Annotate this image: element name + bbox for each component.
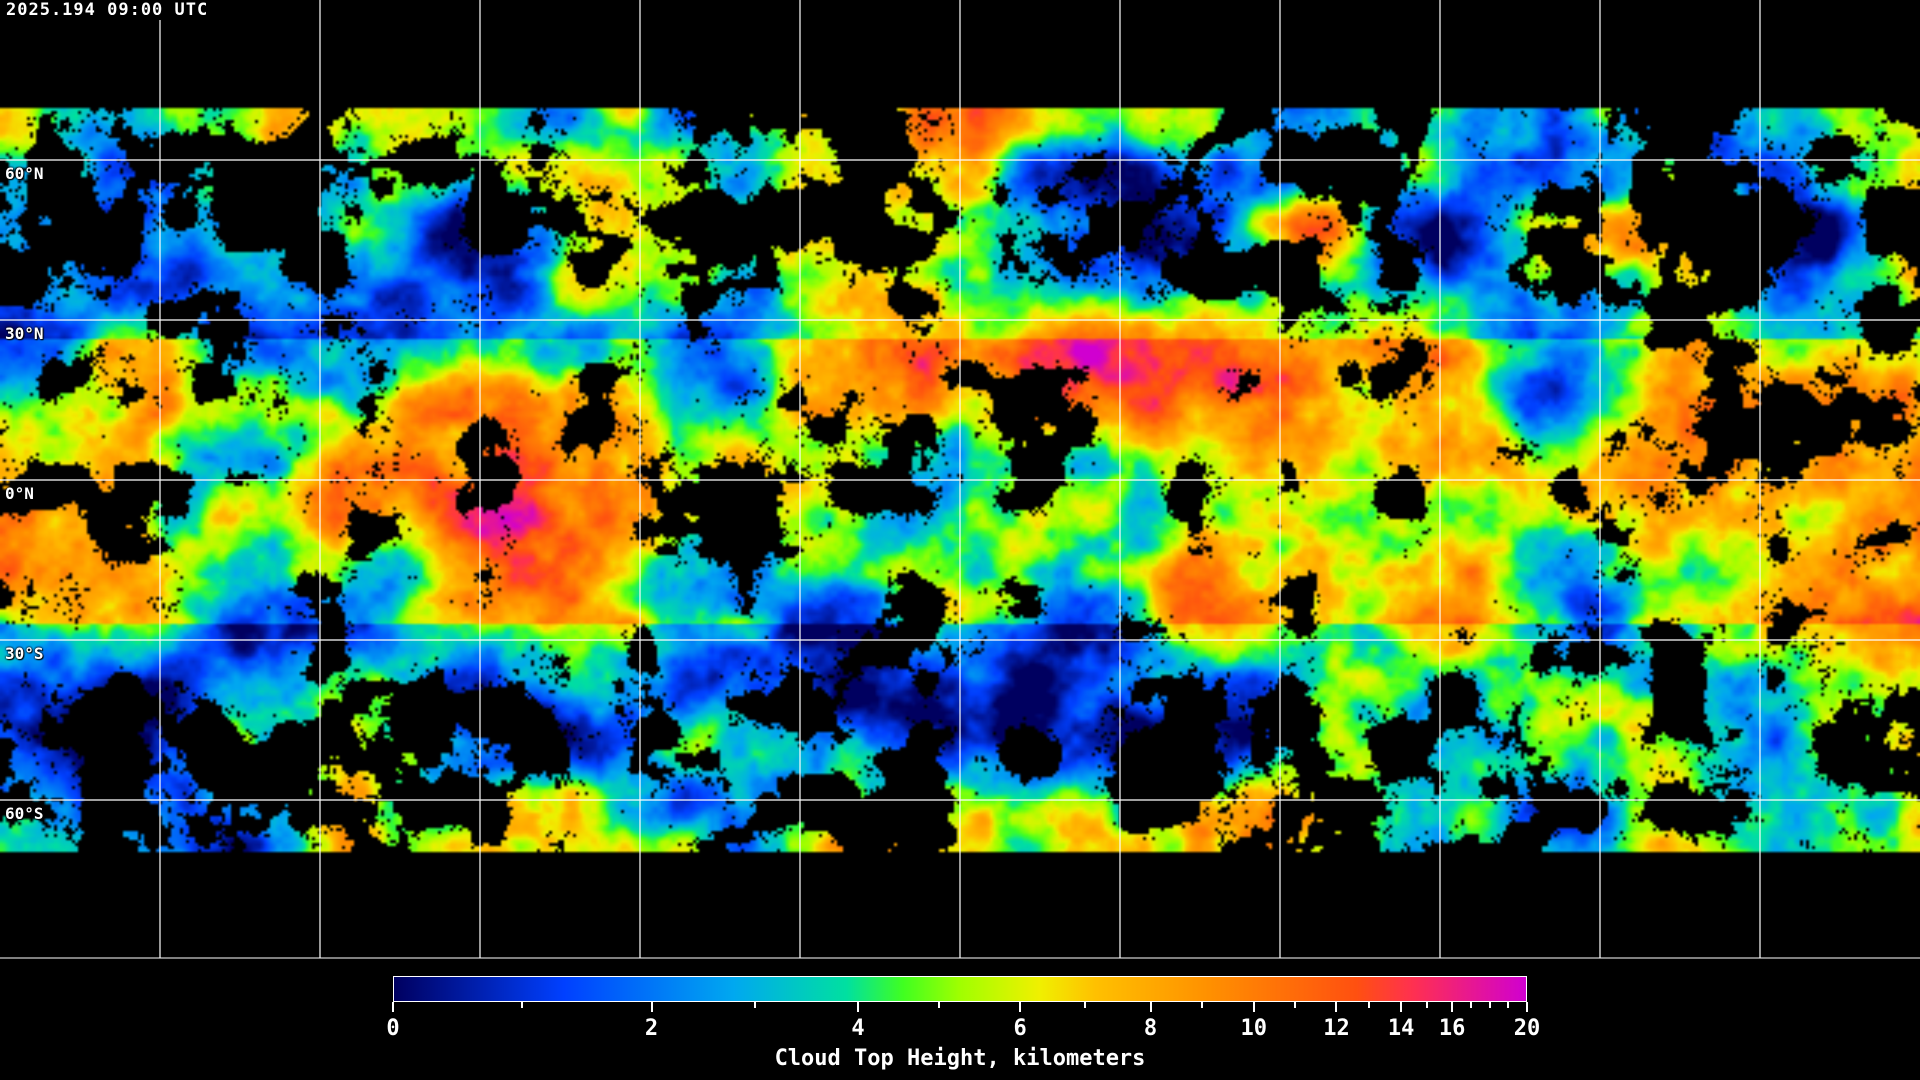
colorbar-minor-tick <box>1507 1002 1510 1008</box>
colorbar-tick-label: 12 <box>1323 1016 1350 1041</box>
colorbar-major-tick <box>856 1002 859 1012</box>
colorbar-minor-tick <box>938 1002 941 1008</box>
colorbar-minor-tick <box>1367 1002 1370 1008</box>
colorbar-minor-tick <box>753 1002 756 1008</box>
colorbar-tick-label: 2 <box>644 1016 659 1041</box>
colorbar-ticks: 0 2 4 6 8 10 12 14 16 20 <box>386 1002 1540 1072</box>
colorbar-major-tick <box>1019 1002 1022 1012</box>
colorbar-minor-tick <box>1084 1002 1087 1008</box>
colorbar-minor-tick <box>1201 1002 1204 1008</box>
lat-label-60s: 60°S <box>5 804 44 823</box>
colorbar-tick-label: 8 <box>1143 1016 1158 1041</box>
colorbar-major-tick <box>392 1002 394 1012</box>
colorbar-tick-label: 4 <box>851 1016 865 1041</box>
colorbar-major-tick <box>1400 1002 1403 1012</box>
colorbar-minor-tick <box>1469 1002 1472 1008</box>
colorbar-tick-label: 16 <box>1438 1016 1466 1041</box>
lat-lon-grid <box>0 0 1920 959</box>
colorbar-minor-tick <box>1425 1002 1428 1008</box>
cloud-top-height-map: 60°N 30°N 0°N 30°S 60°S <box>0 0 1920 960</box>
lat-label-30n: 30°N <box>5 324 44 343</box>
colorbar-tick-label: 14 <box>1387 1016 1415 1041</box>
lat-label-0n: 0°N <box>5 484 34 503</box>
colorbar-minor-tick <box>521 1002 524 1008</box>
colorbar-major-tick <box>1526 1002 1528 1012</box>
colorbar-major-tick <box>1451 1002 1454 1012</box>
colorbar-title: Cloud Top Height, kilometers <box>774 1046 1146 1071</box>
colorbar-tick-label: 20 <box>1513 1016 1541 1041</box>
colorbar-tick-label: 0 <box>386 1016 400 1041</box>
lat-label-60n: 60°N <box>5 164 44 183</box>
colorbar-tick-label: 10 <box>1240 1016 1267 1041</box>
colorbar-major-tick <box>1149 1002 1152 1012</box>
timestamp: 2025.194 09:00 UTC <box>3 0 212 20</box>
colorbar <box>393 976 1527 1002</box>
colorbar-major-tick <box>650 1002 653 1012</box>
colorbar-major-tick <box>1335 1002 1338 1012</box>
lat-label-30s: 30°S <box>5 644 44 663</box>
colorbar-minor-tick <box>1488 1002 1491 1008</box>
colorbar-tick-label: 6 <box>1013 1016 1027 1041</box>
colorbar-minor-tick <box>1294 1002 1297 1008</box>
colorbar-major-tick <box>1252 1002 1255 1012</box>
